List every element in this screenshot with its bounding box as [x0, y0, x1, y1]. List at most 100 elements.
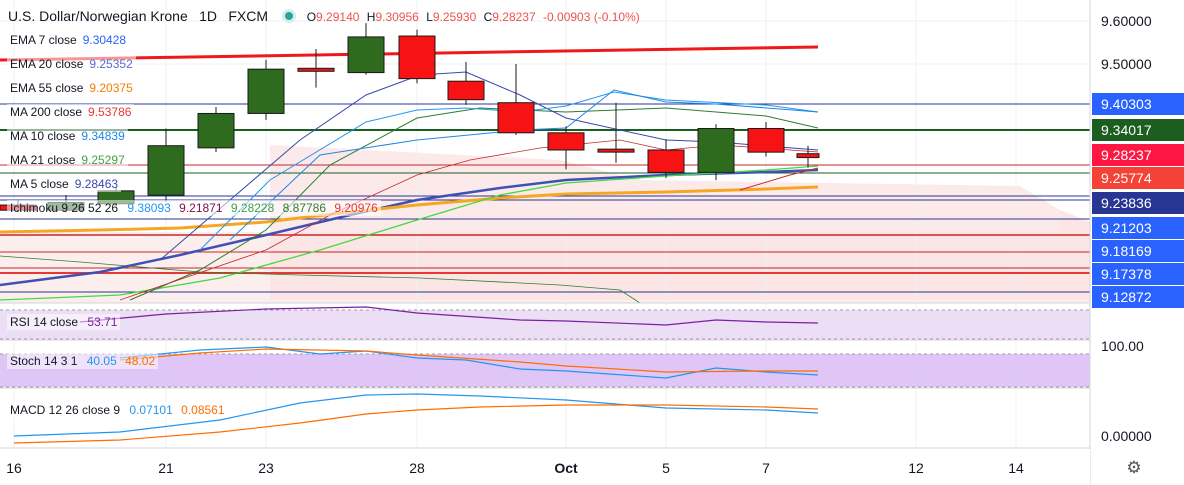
indicator-value: 9.28463: [74, 177, 119, 191]
x-tick-label: 5: [662, 460, 670, 476]
macd-line: [13, 393, 819, 437]
x-tick-label: 12: [908, 460, 924, 476]
indicator-value: 9.20375: [89, 81, 133, 95]
price-label-text: 9.34017: [1101, 122, 1152, 138]
price-label-text: 9.40303: [1101, 96, 1152, 112]
ichimoku-span-line: [0, 255, 641, 304]
legend-indicator[interactable]: EMA 55 close 9.20375: [7, 80, 136, 96]
price-label-text: 9.12872: [1101, 289, 1152, 305]
candle-body: [297, 67, 335, 72]
price-label-box: [1092, 217, 1184, 239]
indicator-value: 9.25352: [89, 57, 133, 71]
price-label-box: [1092, 167, 1184, 189]
candle-body: [647, 149, 685, 173]
x-tick-label: 14: [1008, 460, 1024, 476]
ichimoku-kijun-line: [119, 139, 819, 301]
legend-indicator[interactable]: MA 21 close 9.25297: [7, 152, 128, 168]
x-tick-label: 7: [762, 460, 770, 476]
symbol-title: U.S. Dollar/Norwegian Krone: [8, 8, 188, 24]
candle-body: [796, 153, 820, 159]
indicator-label: MA 10 close: [10, 129, 76, 143]
indicator-value: 9.30428: [82, 33, 127, 47]
candle-body: [347, 36, 385, 74]
candle-body: [447, 80, 485, 101]
ema-55-line: [0, 185, 819, 234]
ichimoku-chikou-line: [739, 167, 819, 191]
price-label-box: [1092, 119, 1184, 141]
legend-indicator[interactable]: MA 5 close 9.28463: [7, 176, 122, 192]
legend-macd[interactable]: MACD 12 26 close 9 0.07101 0.08561: [7, 402, 228, 418]
price-label-box: [1092, 144, 1184, 166]
time-axis-bg: [0, 449, 1090, 485]
indicator-value: 9.25297: [81, 153, 125, 167]
rsi-line: [79, 306, 819, 326]
gear-icon[interactable]: ⚙: [1126, 458, 1142, 477]
y-tick-label: 9.60000: [1101, 13, 1152, 29]
candle-body: [747, 128, 785, 153]
legend-indicator[interactable]: EMA 20 close 9.25352: [7, 56, 136, 72]
rsi-value: 53.71: [87, 315, 118, 329]
x-tick-label: 21: [158, 460, 174, 476]
x-tick-label: Oct: [554, 460, 578, 476]
macd-tick-label: 0.00000: [1101, 428, 1152, 444]
stoch-d-value: 48.02: [125, 354, 156, 368]
candle-body: [247, 68, 285, 114]
ichimoku-value: 9.38093: [127, 201, 171, 215]
legend-indicator[interactable]: MA 200 close 9.53786: [7, 104, 135, 120]
price-label-text: 9.25774: [1101, 170, 1152, 186]
candle-body: [697, 128, 735, 173]
rsi-band: [0, 310, 1090, 340]
candle-body: [147, 145, 185, 196]
chart-header: U.S. Dollar/Norwegian Krone 1D FXCM O9.2…: [8, 8, 640, 26]
candle-body: [497, 102, 535, 134]
legend-stoch[interactable]: Stoch 14 3 1 40.05 48.02: [7, 353, 159, 369]
ichimoku-cloud: [270, 145, 1090, 300]
price-label-box: [1092, 286, 1184, 308]
source-label: FXCM: [228, 8, 269, 24]
indicator-label: EMA 20 close: [10, 57, 84, 71]
oscillator-tick-label: 100.00: [1101, 338, 1144, 354]
x-tick-label: 28: [409, 460, 425, 476]
price-label-text: 9.23836: [1101, 195, 1152, 211]
macd-value: 0.07101: [129, 403, 173, 417]
indicator-label: MA 21 close: [10, 153, 76, 167]
ohlc-readout: O9.29140 H9.30956 L9.25930 C9.28237 -0.0…: [306, 10, 640, 24]
price-label-text: 9.17378: [1101, 266, 1152, 282]
legend-ichimoku[interactable]: Ichimoku 9 26 52 26 9.38093 9.21871 9.28…: [7, 200, 381, 216]
candle-body: [398, 35, 436, 80]
x-tick-label: 16: [6, 460, 22, 476]
indicator-value: 9.34839: [81, 129, 125, 143]
y-tick-label: 9.50000: [1101, 56, 1152, 72]
stoch-d-line: [119, 348, 818, 373]
candle-body: [197, 112, 235, 149]
price-label-text: 9.21203: [1101, 220, 1152, 236]
indicator-value: 9.53786: [88, 105, 132, 119]
ichimoku-value: 8.87786: [282, 201, 327, 215]
interval-label[interactable]: 1D: [199, 8, 217, 24]
legend-indicator[interactable]: EMA 7 close 9.30428: [7, 32, 130, 48]
macd-signal-value: 0.08561: [181, 403, 225, 417]
macd-signal-line: [13, 404, 819, 444]
candle-body: [547, 132, 585, 151]
price-label-text: 9.18169: [1101, 243, 1152, 259]
indicator-label: MA 200 close: [10, 105, 83, 119]
ichimoku-value: 9.20976: [334, 201, 378, 215]
indicator-label: EMA 7 close: [10, 33, 77, 47]
legend-indicator[interactable]: MA 10 close 9.34839: [7, 128, 128, 144]
price-label-box: [1092, 192, 1184, 214]
ema-7-line: [129, 107, 819, 301]
ichimoku-value: 9.28228: [230, 201, 275, 215]
ichimoku-value: 9.21871: [179, 201, 223, 215]
price-label-box: [1092, 93, 1184, 115]
stoch-k-line: [119, 346, 819, 379]
stoch-k-value: 40.05: [86, 354, 117, 368]
market-status-icon: [285, 12, 294, 20]
indicator-label: MA 5 close: [10, 177, 69, 191]
price-label-box: [1092, 240, 1184, 262]
x-tick-label: 23: [258, 460, 274, 476]
price-label-box: [1092, 263, 1184, 285]
indicator-label: EMA 55 close: [10, 81, 84, 95]
price-label-text: 9.28237: [1101, 147, 1152, 163]
legend-rsi[interactable]: RSI 14 close 53.71: [7, 314, 121, 330]
